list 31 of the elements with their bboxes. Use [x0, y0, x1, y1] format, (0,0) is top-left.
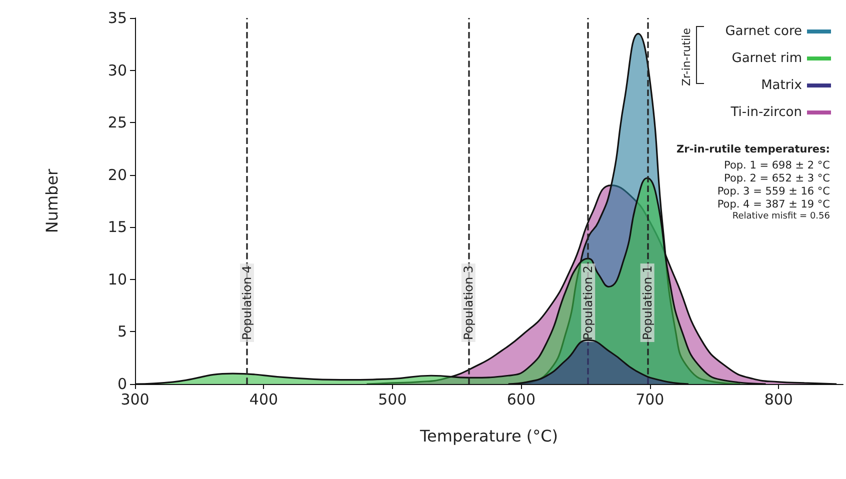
annotation: Zr-in-rutile — [680, 28, 693, 86]
x-tick-label: 700 — [636, 390, 664, 408]
annotation: Pop. 4 = 387 ± 19 °C — [717, 198, 830, 210]
y-tick-label: 25 — [108, 114, 127, 132]
y-axis-title: Number — [42, 168, 62, 234]
legend-label: Garnet rim — [732, 51, 802, 66]
annotation: Pop. 3 = 559 ± 16 °C — [717, 186, 830, 198]
x-axis-title: Temperature (°C) — [418, 426, 558, 446]
annotation: Relative misfit = 0.56 — [732, 212, 830, 222]
annotation: Pop. 1 = 698 ± 2 °C — [724, 160, 830, 172]
x-tick-label: 800 — [764, 390, 793, 408]
legend-label: Garnet core — [725, 24, 802, 39]
x-tick-label: 600 — [506, 390, 536, 408]
y-tick-label: 30 — [108, 61, 127, 80]
y-tick-label: 10 — [108, 270, 127, 288]
ref-line-label: Population 3 — [461, 266, 476, 340]
ref-line-label: Population 2 — [581, 266, 596, 340]
ref-line-label: Population 4 — [240, 266, 254, 340]
annotation: Zr-in-rutile temperatures: — [676, 144, 830, 156]
legend-label: Matrix — [761, 78, 802, 93]
annotation: Pop. 2 = 652 ± 3 °C — [724, 172, 830, 184]
y-tick-label: 0 — [117, 375, 127, 393]
x-tick-label: 400 — [249, 390, 278, 408]
y-tick-label: 5 — [117, 322, 127, 341]
y-tick-label: 20 — [108, 166, 127, 184]
x-tick-label: 500 — [378, 390, 407, 408]
y-tick-label: 15 — [108, 218, 127, 236]
y-tick-label: 35 — [108, 9, 127, 27]
x-tick-label: 300 — [120, 390, 150, 408]
legend-label: Ti-in-zircon — [730, 105, 802, 120]
ref-line-label: Population 1 — [640, 266, 654, 340]
